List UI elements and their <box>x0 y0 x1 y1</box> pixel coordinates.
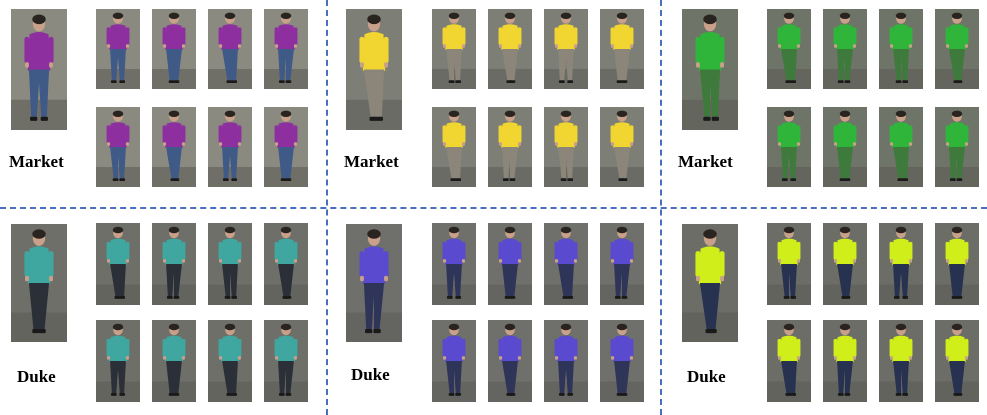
gallery-col3-duke-image-r2-c3 <box>879 320 923 402</box>
gallery-col1-market-image-r1-c3 <box>208 9 252 89</box>
query-image-col2-duke <box>346 224 402 342</box>
gallery-col1-duke-image-r2-c1 <box>96 320 140 402</box>
gallery-col2-market-image-r1-c4 <box>600 9 644 89</box>
gallery-col3-duke-image-r1-c2 <box>823 223 867 305</box>
gallery-col2-market-image-r2-c1 <box>432 107 476 187</box>
gallery-col3-duke-image-r2-c2 <box>823 320 867 402</box>
query-image-col2-market <box>346 9 402 130</box>
gallery-col2-market-image-r2-c4 <box>600 107 644 187</box>
gallery-col3-market-image-r1-c4 <box>935 9 979 89</box>
gallery-col3-market-image-r1-c1 <box>767 9 811 89</box>
dataset-label-col1-duke: Duke <box>17 367 56 386</box>
dataset-label-col1-market: Market <box>9 152 64 171</box>
gallery-col1-market-image-r1-c1 <box>96 9 140 89</box>
gallery-col2-duke-image-r2-c2 <box>488 320 532 402</box>
gallery-col3-duke-image-r1-c3 <box>879 223 923 305</box>
gallery-col3-market-image-r2-c4 <box>935 107 979 187</box>
gallery-col1-market-image-r2-c4 <box>264 107 308 187</box>
dataset-label-col3-market: Market <box>678 152 733 171</box>
gallery-col3-duke-image-r1-c4 <box>935 223 979 305</box>
gallery-col3-duke-image-r2-c1 <box>767 320 811 402</box>
gallery-col2-market-image-r1-c1 <box>432 9 476 89</box>
gallery-col2-duke-image-r2-c3 <box>544 320 588 402</box>
gallery-col1-duke-image-r2-c2 <box>152 320 196 402</box>
dataset-label-col2-market: Market <box>344 152 399 171</box>
gallery-col2-market-image-r2-c2 <box>488 107 532 187</box>
gallery-col1-duke-image-r1-c2 <box>152 223 196 305</box>
gallery-col1-duke-image-r1-c1 <box>96 223 140 305</box>
gallery-col2-duke-image-r2-c1 <box>432 320 476 402</box>
gallery-col2-duke-image-r1-c3 <box>544 223 588 305</box>
gallery-col1-duke-image-r2-c4 <box>264 320 308 402</box>
gallery-col1-market-image-r1-c4 <box>264 9 308 89</box>
gallery-col1-market-image-r1-c2 <box>152 9 196 89</box>
gallery-col1-market-image-r2-c2 <box>152 107 196 187</box>
query-image-col3-market <box>682 9 738 130</box>
gallery-col3-market-image-r2-c2 <box>823 107 867 187</box>
gallery-col2-duke-image-r1-c1 <box>432 223 476 305</box>
query-image-col1-duke <box>11 224 67 342</box>
gallery-col3-market-image-r2-c1 <box>767 107 811 187</box>
divider-horizontal <box>0 207 987 209</box>
gallery-col3-market-image-r1-c3 <box>879 9 923 89</box>
query-image-col3-duke <box>682 224 738 342</box>
query-image-col1-market <box>11 9 67 130</box>
gallery-col2-duke-image-r1-c2 <box>488 223 532 305</box>
dataset-label-col2-duke: Duke <box>351 365 390 384</box>
gallery-col2-market-image-r1-c3 <box>544 9 588 89</box>
gallery-col2-market-image-r2-c3 <box>544 107 588 187</box>
gallery-col2-duke-image-r1-c4 <box>600 223 644 305</box>
gallery-col3-market-image-r1-c2 <box>823 9 867 89</box>
gallery-col2-duke-image-r2-c4 <box>600 320 644 402</box>
dataset-label-col3-duke: Duke <box>687 367 726 386</box>
gallery-col3-duke-image-r1-c1 <box>767 223 811 305</box>
gallery-col1-market-image-r2-c3 <box>208 107 252 187</box>
gallery-col2-market-image-r1-c2 <box>488 9 532 89</box>
gallery-col1-duke-image-r2-c3 <box>208 320 252 402</box>
gallery-col1-market-image-r2-c1 <box>96 107 140 187</box>
gallery-col3-market-image-r2-c3 <box>879 107 923 187</box>
gallery-col1-duke-image-r1-c4 <box>264 223 308 305</box>
gallery-col1-duke-image-r1-c3 <box>208 223 252 305</box>
gallery-col3-duke-image-r2-c4 <box>935 320 979 402</box>
